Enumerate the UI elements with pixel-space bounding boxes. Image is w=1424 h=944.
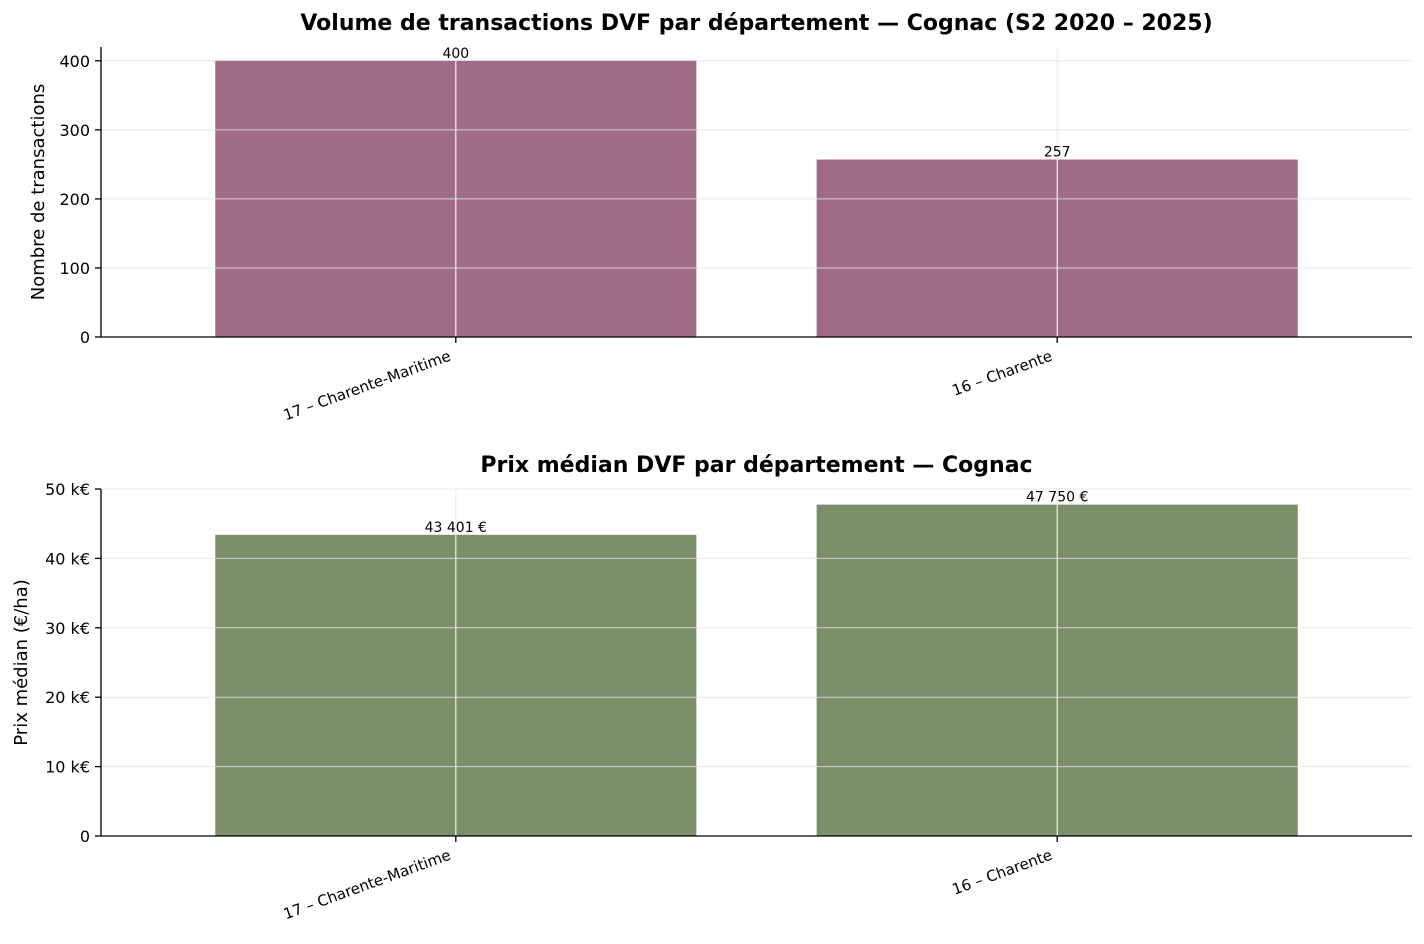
chart-title: Volume de transactions DVF par départeme… xyxy=(300,11,1212,36)
y-tick-label: 300 xyxy=(59,121,90,140)
median-price-chart: 0 10 k€ 20 k€ 30 k€ 40 k€ 50 k€ 17 – Charente-… xyxy=(11,453,1412,923)
y-tick-label: 30 k€ xyxy=(45,619,90,638)
y-tick-label: 40 k€ xyxy=(45,549,90,568)
y-tick-label: 0 xyxy=(80,827,90,846)
x-tick-label: 17 – Charente-Maritime xyxy=(281,846,453,923)
x-tick-label: 17 – Charente-Maritime xyxy=(281,347,453,424)
y-tick-label: 10 k€ xyxy=(45,758,90,777)
y-tick-label: 200 xyxy=(59,190,90,209)
y-tick-label: 0 xyxy=(80,328,90,347)
y-tick-label: 100 xyxy=(59,259,90,278)
transaction-volume-chart: 0 100 200 300 400 17 – Charente-Maritime 16 – … xyxy=(28,11,1412,424)
y-tick-label: 20 k€ xyxy=(45,688,90,707)
y-tick-label: 50 k€ xyxy=(45,480,90,499)
chart-title: Prix médian DVF par département — Cognac xyxy=(480,453,1032,478)
x-tick-label: 16 – Charente xyxy=(950,347,1055,400)
bar-value-label: 47 750 € xyxy=(1026,490,1088,506)
y-axis-label: Prix médian (€/ha) xyxy=(11,579,32,746)
y-axis-label: Nombre de transactions xyxy=(28,84,49,301)
bar-value-label: 257 xyxy=(1044,145,1071,161)
y-tick-label: 400 xyxy=(59,52,90,71)
bar-value-label: 43 401 € xyxy=(425,520,487,536)
bar-value-label: 400 xyxy=(442,46,469,62)
x-tick-label: 16 – Charente xyxy=(950,846,1055,899)
